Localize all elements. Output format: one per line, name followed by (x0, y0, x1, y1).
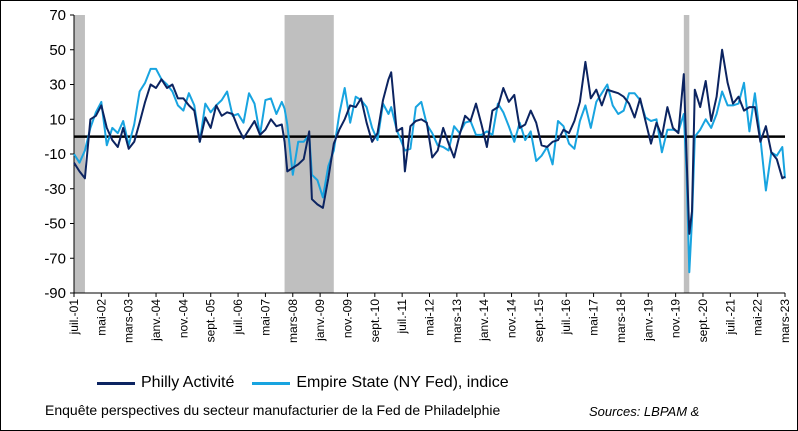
chart-source: Sources: LBPAM & (589, 404, 700, 419)
x-tick-label-4: nov.-04 (176, 299, 190, 338)
legend-label-philly: Philly Activité (141, 374, 235, 391)
x-tick-label-20: mars-18 (614, 299, 628, 343)
x-tick-label-2: mars-03 (122, 299, 136, 343)
y-tick-label-4: -10 (44, 146, 66, 163)
x-tick-label-5: sept.-05 (204, 299, 218, 343)
y-tick-label-8: -90 (44, 285, 66, 302)
x-tick-label-13: mai-12 (423, 299, 437, 336)
x-tick-label-26: mars-23 (778, 299, 792, 343)
x-tick-label-24: juil.-21 (723, 299, 737, 336)
y-tick-label-2: 30 (49, 77, 66, 94)
x-tick-label-7: mai-07 (258, 299, 272, 336)
x-tick-label-21: janv.-19 (641, 299, 655, 342)
x-tick-label-25: mai-22 (751, 299, 765, 336)
y-tick-label-3: 10 (49, 111, 66, 128)
x-tick-label-16: nov.-14 (505, 299, 519, 338)
x-tick-label-15: janv.-14 (477, 299, 491, 342)
x-tick-label-8: mars-08 (286, 299, 300, 343)
legend-label-empire: Empire State (NY Fed), indice (296, 374, 509, 391)
x-axis: juil.-01 mai-02 mars-03 janv.-04 nov.-04 sept… (67, 292, 792, 343)
x-tick-label-10: nov.-09 (340, 299, 354, 338)
legend-item-empire: Empire State (NY Fed), indice (252, 374, 509, 392)
x-tick-label-11: sept.-10 (368, 299, 382, 343)
chart-subtitle: Enquête perspectives du secteur manufact… (45, 402, 501, 418)
x-tick-label-9: janv.-09 (313, 299, 327, 342)
y-tick-label-7: -70 (44, 250, 66, 267)
x-tick-label-23: sept.-20 (696, 299, 710, 343)
y-tick-label-0: 70 (49, 7, 66, 24)
legend: Philly Activité Empire State (NY Fed), i… (97, 372, 527, 394)
legend-swatch-philly (97, 381, 135, 385)
x-tick-label-17: sept.-15 (532, 299, 546, 343)
x-tick-label-19: mai-17 (587, 299, 601, 336)
y-tick-label-6: -50 (44, 216, 66, 233)
recession-band-0 (74, 15, 85, 293)
x-tick-label-3: janv.-04 (149, 299, 163, 342)
series-line-philly (73, 48, 786, 235)
x-tick-label-22: nov.-19 (669, 299, 683, 338)
x-tick-label-6: juil.-06 (231, 299, 245, 336)
x-tick-label-12: juil.-11 (395, 299, 409, 335)
y-axis: 70 50 30 10 -10 -30 -50 -70 -90 (44, 7, 785, 302)
recession-bands (74, 15, 690, 293)
y-tick-label-1: 50 (49, 42, 66, 59)
x-tick-label-0: juil.-01 (67, 299, 81, 336)
x-tick-label-18: juil.-16 (559, 299, 573, 336)
x-tick-label-1: mai-02 (94, 299, 108, 336)
x-tick-label-14: mars-13 (450, 299, 464, 343)
y-tick-label-5: -30 (44, 181, 66, 198)
series-lines (73, 48, 786, 274)
legend-item-philly: Philly Activité (97, 374, 234, 392)
legend-swatch-empire (252, 381, 291, 385)
